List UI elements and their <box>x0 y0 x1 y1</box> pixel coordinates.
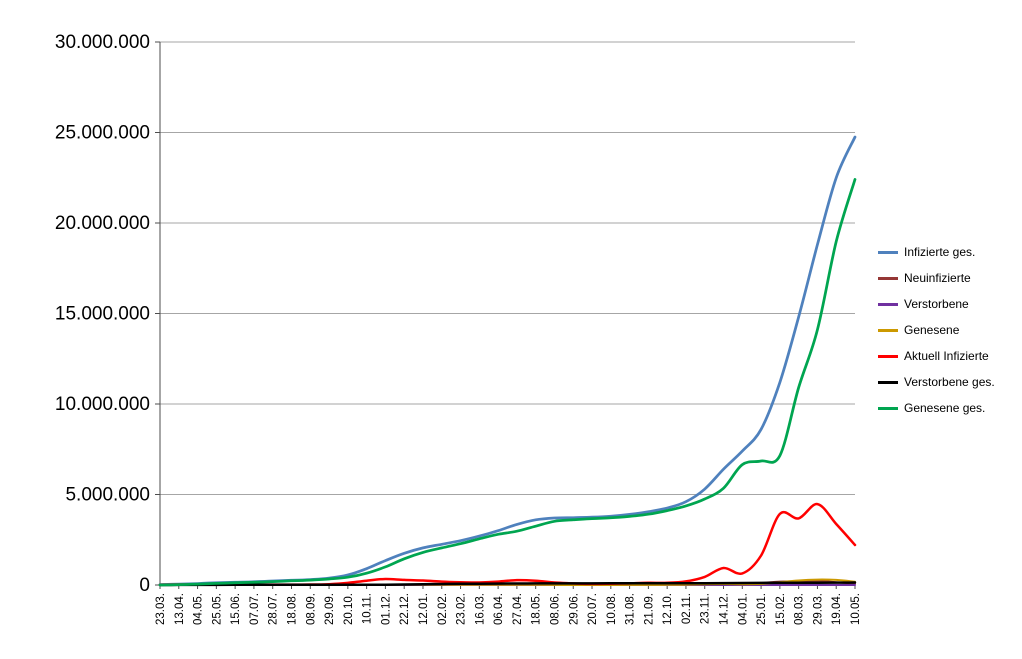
legend-label-verstorbene: Verstorbene <box>904 297 969 311</box>
legend-label-verstorbene-ges: Verstorbene ges. <box>904 375 995 389</box>
legend-label-aktuell-infizierte: Aktuell Infizierte <box>904 349 989 363</box>
x-axis-tick-label: 18.08. <box>287 593 299 625</box>
y-axis-tick-label: 25.000.000 <box>55 123 150 144</box>
series-line-aktuell-infizierte <box>158 502 857 586</box>
y-axis-tick-label: 0 <box>139 575 150 596</box>
x-axis-tick-label: 16.03. <box>474 593 486 625</box>
y-axis-tick-label: 20.000.000 <box>55 213 150 234</box>
x-axis-tick-label: 29.03. <box>812 593 824 625</box>
x-axis-tick-label: 10.11. <box>362 593 374 624</box>
series-line-genesene-ges <box>158 178 857 587</box>
legend-item-aktuell-infizierte: Aktuell Infizierte <box>878 349 995 363</box>
x-axis-tick-label: 12.10. <box>662 593 674 625</box>
x-axis-tick-label: 22.12. <box>399 593 411 625</box>
series-line-verstorbene-ges <box>158 581 857 587</box>
x-axis-tick-label: 23.11. <box>700 593 712 624</box>
chart-legend: Infizierte ges. Neuinfizierte Verstorbene G… <box>878 245 995 415</box>
x-axis-tick-label: 02.02. <box>437 593 449 625</box>
series-line-infizierte-ges <box>158 135 857 586</box>
legend-label-genesene-ges: Genesene ges. <box>904 401 986 415</box>
y-axis-tick-label: 10.000.000 <box>55 394 150 415</box>
x-axis-tick-label: 10.05. <box>850 593 862 625</box>
x-axis-tick-label: 27.04. <box>512 593 524 625</box>
y-axis-tick-label: 5.000.000 <box>65 485 150 506</box>
legend-swatch-genesene <box>878 328 898 332</box>
x-axis-tick-label: 19.04. <box>831 593 843 625</box>
legend-item-infizierte-ges: Infizierte ges. <box>878 245 995 259</box>
x-axis-tick-label: 14.12. <box>719 593 731 625</box>
y-axis-tick-label: 30.000.000 <box>55 32 150 53</box>
x-axis-tick-label: 04.05. <box>193 593 205 625</box>
x-axis-tick-label: 25.05. <box>211 593 223 625</box>
x-axis-tick-label: 31.08. <box>625 593 637 625</box>
legend-item-neuinfizierte: Neuinfizierte <box>878 271 995 285</box>
legend-item-verstorbene-ges: Verstorbene ges. <box>878 375 995 389</box>
legend-label-neuinfizierte: Neuinfizierte <box>904 271 971 285</box>
legend-swatch-genesene-ges <box>878 406 898 410</box>
x-axis-tick-label: 15.06. <box>230 593 242 625</box>
x-axis-tick-label: 23.03. <box>155 593 167 625</box>
x-axis-tick-label: 08.09. <box>305 593 317 625</box>
x-axis-tick-label: 01.12. <box>380 593 392 625</box>
legend-item-genesene-ges: Genesene ges. <box>878 401 995 415</box>
x-axis-tick-label: 29.09. <box>324 593 336 625</box>
x-axis-tick-label: 06.04. <box>493 593 505 625</box>
legend-item-verstorbene: Verstorbene <box>878 297 995 311</box>
x-axis-tick-label: 18.05. <box>531 593 543 625</box>
legend-swatch-aktuell-infizierte <box>878 354 898 358</box>
x-axis-tick-label: 21.09. <box>643 593 655 625</box>
y-axis-tick-label: 15.000.000 <box>55 304 150 325</box>
legend-swatch-verstorbene <box>878 302 898 306</box>
x-axis-tick-label: 08.03. <box>794 593 806 625</box>
legend-swatch-verstorbene-ges <box>878 380 898 384</box>
x-axis-tick-label: 08.06. <box>549 593 561 625</box>
x-axis-tick-label: 02.11. <box>681 593 693 624</box>
legend-swatch-infizierte-ges <box>878 250 898 254</box>
x-axis-tick-label: 04.01. <box>737 593 749 625</box>
x-axis-tick-label: 25.01. <box>756 593 768 625</box>
x-axis-tick-label: 12.01. <box>418 593 430 625</box>
legend-label-genesene: Genesene <box>904 323 960 337</box>
x-axis-tick-label: 29.06. <box>568 593 580 625</box>
legend-label-infizierte-ges: Infizierte ges. <box>904 245 976 259</box>
x-axis-tick-label: 10.08. <box>606 593 618 625</box>
x-axis-tick-label: 13.04. <box>174 593 186 625</box>
legend-swatch-neuinfizierte <box>878 276 898 280</box>
x-axis-tick-label: 07.07. <box>249 593 261 625</box>
x-axis-tick-label: 20.10. <box>343 593 355 625</box>
x-axis-tick-label: 15.02. <box>775 593 787 625</box>
x-axis-tick-label: 23.02. <box>456 593 468 625</box>
legend-item-genesene: Genesene <box>878 323 995 337</box>
x-axis-tick-label: 28.07. <box>268 593 280 625</box>
x-axis-tick-label: 20.07. <box>587 593 599 625</box>
